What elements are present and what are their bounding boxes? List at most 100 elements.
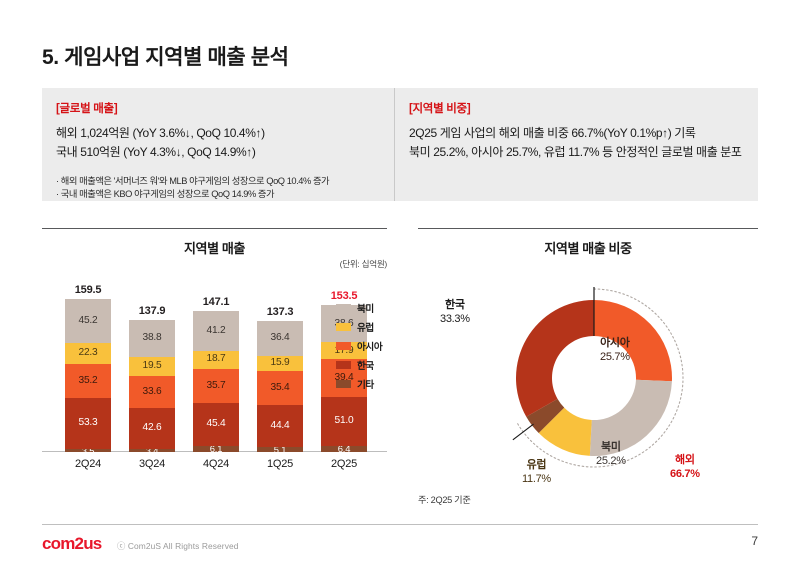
bar-x-axis-label: 3Q24	[138, 458, 166, 470]
donut-label-korea-value: 33.3%	[440, 313, 470, 325]
bar-group: 147.1 41.2 18.7 35.7 45.4 6.1	[193, 296, 239, 452]
legend-item[interactable]: 한국	[336, 355, 396, 374]
legend-item[interactable]: 아시아	[336, 336, 396, 355]
donut-slice	[538, 407, 592, 456]
donut-label-europe: 유럽 11.7%	[522, 458, 551, 486]
page-number: 7	[751, 534, 758, 548]
bar-total-label: 153.5	[330, 290, 358, 303]
bar-segment: 35.4	[257, 370, 303, 405]
summary-heading-regional: [지역별 비중]	[409, 103, 471, 115]
donut-label-north-america-value: 25.2%	[596, 455, 626, 467]
bar-stack: 41.2 18.7 35.7 45.4 6.1	[193, 311, 239, 452]
legend-item-label: 북미	[357, 303, 374, 315]
bar-segment: 15.9	[257, 355, 303, 371]
bar-group: 137.9 38.819.533.642.63.4	[129, 305, 175, 452]
bar-total-label: 147.1	[202, 296, 230, 309]
donut-label-asia-value: 25.7%	[600, 351, 630, 363]
legend-item-label: 유럽	[357, 322, 374, 334]
donut-slice	[589, 379, 672, 456]
summary-bullets-global: 해외 매출액은 '서머너즈 워'와 MLB 야구게임의 성장으로 QoQ 10.…	[56, 175, 380, 201]
bar-segment: 36.4	[257, 320, 303, 356]
summary-heading-global: [글로벌 매출]	[56, 103, 118, 115]
donut-slice	[526, 398, 565, 434]
bar-segment: 3.5	[65, 448, 111, 452]
bar-stack: 45.222.335.253.33.5	[65, 299, 111, 452]
bar-x-axis-label: 4Q24	[202, 458, 230, 470]
bar-stack: 36.415.935.444.45.1	[257, 320, 303, 452]
donut-label-overseas: 해외 66.7%	[670, 453, 700, 481]
com2us-logo: com2us	[42, 534, 102, 553]
summary-line-overseas-share: 2Q25 게임 사업의 해외 매출 비중 66.7%(YoY 0.1%p↑) 기…	[409, 126, 696, 140]
footer-divider	[42, 524, 758, 525]
legend-item[interactable]: 북미	[336, 298, 396, 317]
bar-group: 137.3 36.415.935.444.45.1	[257, 306, 303, 452]
bar-x-axis-label: 2Q25	[330, 458, 358, 470]
bar-segment: 35.2	[65, 363, 111, 398]
bar-group: 159.5 45.222.335.253.33.5	[65, 284, 111, 452]
bar-total-label: 137.9	[138, 304, 166, 317]
bar-group: 153.5 38.617.939.451.06.4	[321, 290, 367, 452]
bar-segment: 53.3	[65, 397, 111, 449]
donut-chart-panel-header: 지역별 매출 비중	[418, 228, 758, 257]
donut-label-europe-name: 유럽	[526, 459, 547, 471]
legend-swatch-icon	[336, 322, 351, 331]
legend-item[interactable]: 기타	[336, 374, 396, 393]
summary-line-region-breakdown: 북미 25.2%, 아시아 25.7%, 유럽 11.7% 등 안정적인 글로벌…	[409, 145, 742, 159]
donut-slice	[516, 300, 594, 417]
bar-segment: 45.4	[193, 402, 239, 447]
donut-label-asia-name: 아시아	[600, 337, 630, 349]
legend-item-label: 한국	[357, 360, 374, 372]
summary-column-regional: [지역별 비중] 2Q25 게임 사업의 해외 매출 비중 66.7%(YoY …	[394, 88, 758, 201]
bar-segment: 18.7	[193, 350, 239, 369]
donut-chart-title: 지역별 매출 비중	[544, 241, 632, 256]
donut-chart: 한국 33.3% 아시아 25.7% 북미 25.2% 유럽 11.7% 해외 …	[418, 258, 758, 488]
bar-segment: 41.2	[193, 311, 239, 351]
legend-item-label: 기타	[357, 379, 374, 391]
legend-item-label: 아시아	[357, 341, 383, 353]
bar-segment: 3.4	[129, 448, 175, 452]
donut-label-overseas-value: 66.7%	[670, 468, 700, 480]
legend-swatch-icon	[336, 379, 351, 388]
etc-leader-line	[512, 423, 534, 441]
bar-segment: 35.7	[193, 368, 239, 403]
legend-swatch-icon	[336, 360, 351, 369]
bar-chart: 159.5 45.222.335.253.33.5 2Q24 137.9 38.819.…	[42, 260, 387, 470]
legend-swatch-icon	[336, 303, 351, 312]
donut-label-asia: 아시아 25.7%	[600, 336, 630, 364]
bar-segment: 51.0	[321, 397, 367, 446]
donut-label-korea-name: 한국	[445, 299, 465, 311]
bar-chart-panel-header: 지역별 매출 (단위: 십억원)	[42, 228, 387, 269]
bar-segment: 33.6	[129, 375, 175, 408]
legend-swatch-icon	[336, 341, 351, 350]
bar-stack: 38.617.939.451.06.4	[321, 305, 367, 452]
bar-chart-unit-label: (단위: 십억원)	[339, 259, 388, 269]
bar-segment: 6.4	[321, 445, 367, 452]
bar-total-label: 159.5	[74, 284, 102, 297]
bar-total-label: 137.3	[266, 305, 294, 318]
bar-segment: 22.3	[65, 342, 111, 364]
bar-stack: 38.819.533.642.63.4	[129, 319, 175, 452]
bar-chart-title: 지역별 매출	[183, 241, 245, 256]
summary-line-overseas-revenue: 해외 1,024억원 (YoY 3.6%↓, QoQ 10.4%↑)	[56, 126, 265, 140]
bar-segment: 6.1	[193, 446, 239, 452]
donut-label-korea: 한국 33.3%	[440, 298, 470, 326]
summary-line-domestic-revenue: 국내 510억원 (YoY 4.3%↓, QoQ 14.9%↑)	[56, 145, 256, 159]
donut-label-north-america-name: 북미	[601, 441, 621, 453]
bar-segment: 44.4	[257, 404, 303, 448]
bar-segment: 38.8	[129, 319, 175, 358]
legend-item[interactable]: 유럽	[336, 317, 396, 336]
bar-x-axis-label: 2Q24	[74, 458, 102, 470]
summary-column-global: [글로벌 매출] 해외 1,024억원 (YoY 3.6%↓, QoQ 10.4…	[42, 88, 394, 201]
donut-panel-divider	[418, 228, 758, 229]
bar-x-axis-label: 1Q25	[266, 458, 294, 470]
page-title: 5. 게임사업 지역별 매출 분석	[42, 46, 289, 69]
donut-chart-svg	[512, 287, 684, 468]
summary-bullet-overseas: 해외 매출액은 '서머너즈 워'와 MLB 야구게임의 성장으로 QoQ 10.…	[56, 175, 380, 188]
bar-panel-divider	[42, 228, 387, 229]
summary-bullet-domestic: 국내 매출액은 KBO 야구게임의 성장으로 QoQ 14.9% 증가	[56, 188, 380, 201]
overseas-dotted-arc	[516, 288, 684, 468]
bar-segment: 19.5	[129, 357, 175, 376]
bar-segment: 5.1	[257, 447, 303, 452]
donut-label-europe-value: 11.7%	[522, 473, 551, 485]
